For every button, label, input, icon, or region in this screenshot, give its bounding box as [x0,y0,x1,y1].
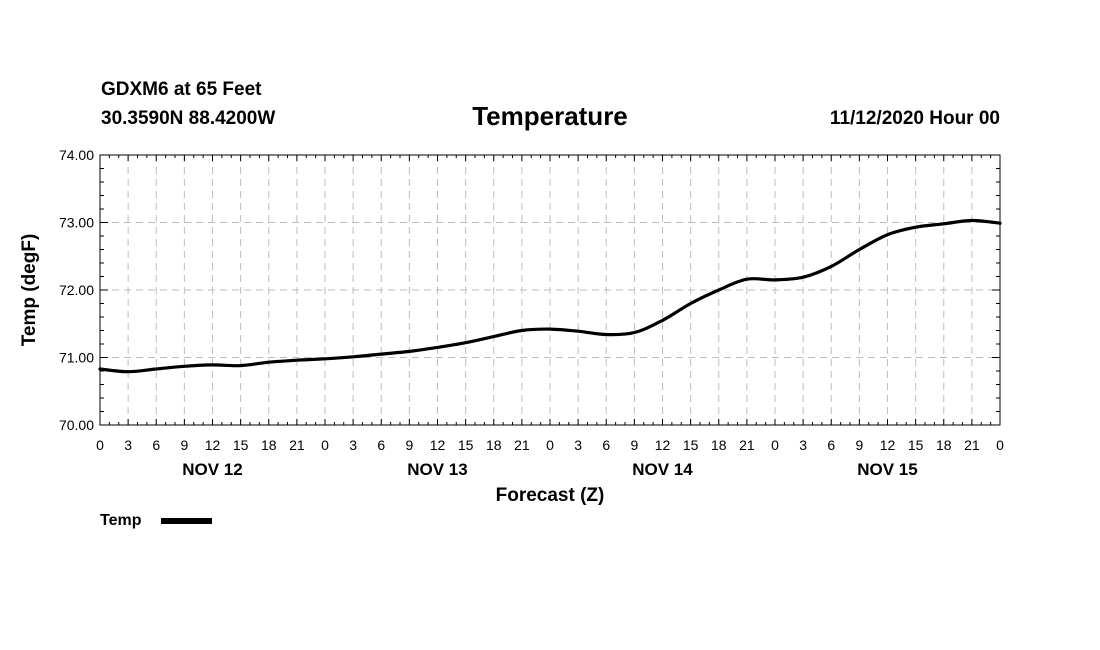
y-tick-label: 74.00 [59,147,94,163]
x-tick-label: 21 [514,437,530,453]
x-tick-label: 15 [233,437,249,453]
x-tick-label: 18 [486,437,502,453]
x-tick-label: 0 [321,437,329,453]
day-label: NOV 15 [857,460,917,479]
x-tick-label: 9 [405,437,413,453]
y-tick-label: 72.00 [59,282,94,298]
y-tick-label: 70.00 [59,417,94,433]
x-tick-label: 0 [546,437,554,453]
x-tick-label: 9 [855,437,863,453]
x-tick-label: 18 [711,437,727,453]
issued-time-label: 11/12/2020 Hour 00 [830,108,1000,129]
x-tick-label: 9 [180,437,188,453]
x-tick-label: 0 [96,437,104,453]
y-tick-label: 73.00 [59,215,94,231]
x-tick-label: 15 [458,437,474,453]
x-tick-label: 21 [964,437,980,453]
day-labels: NOV 12 NOV 13 NOV 14 NOV 15 [182,460,917,479]
x-tick-label: 3 [124,437,132,453]
x-tick-label: 3 [799,437,807,453]
x-tick-label: 3 [574,437,582,453]
x-tick-label: 0 [771,437,779,453]
day-label: NOV 14 [632,460,693,479]
grid-lines [100,155,1000,425]
station-label: GDXM6 at 65 Feet [101,79,262,100]
x-tick-label: 21 [739,437,755,453]
x-tick-label: 21 [289,437,305,453]
x-tick-label: 12 [430,437,446,453]
x-tick-label: 15 [908,437,924,453]
y-axis-label: Temp (degF) [19,234,40,347]
x-tick-label: 6 [827,437,835,453]
y-tick-label: 71.00 [59,350,94,366]
x-tick-label: 6 [377,437,385,453]
day-label: NOV 13 [407,460,467,479]
x-tick-label: 0 [996,437,1004,453]
chart-title: Temperature [472,101,628,131]
day-label: NOV 12 [182,460,242,479]
x-tick-label: 9 [630,437,638,453]
x-tick-label: 12 [655,437,671,453]
x-tick-labels: 0 3 6 9 12 15 18 21 0 3 6 9 12 15 18 21 0 3 6 9 12 15 18 21 0 3 6 9… [96,437,1004,453]
legend-label-temp: Temp [100,512,142,529]
x-axis-label: Forecast (Z) [496,485,605,506]
x-tick-label: 6 [602,437,610,453]
x-tick-label: 18 [936,437,952,453]
x-tick-label: 15 [683,437,699,453]
x-tick-label: 18 [261,437,277,453]
x-tick-label: 12 [880,437,896,453]
y-tick-labels: 70.00 71.00 72.00 73.00 74.00 [59,147,94,433]
x-tick-label: 6 [152,437,160,453]
temp-series-line [98,218,1002,374]
legend: Temp [100,512,212,529]
x-tick-label: 12 [205,437,221,453]
x-tick-label: 3 [349,437,357,453]
location-label: 30.3590N 88.4200W [101,108,275,129]
axis-ticks [99,154,1001,426]
